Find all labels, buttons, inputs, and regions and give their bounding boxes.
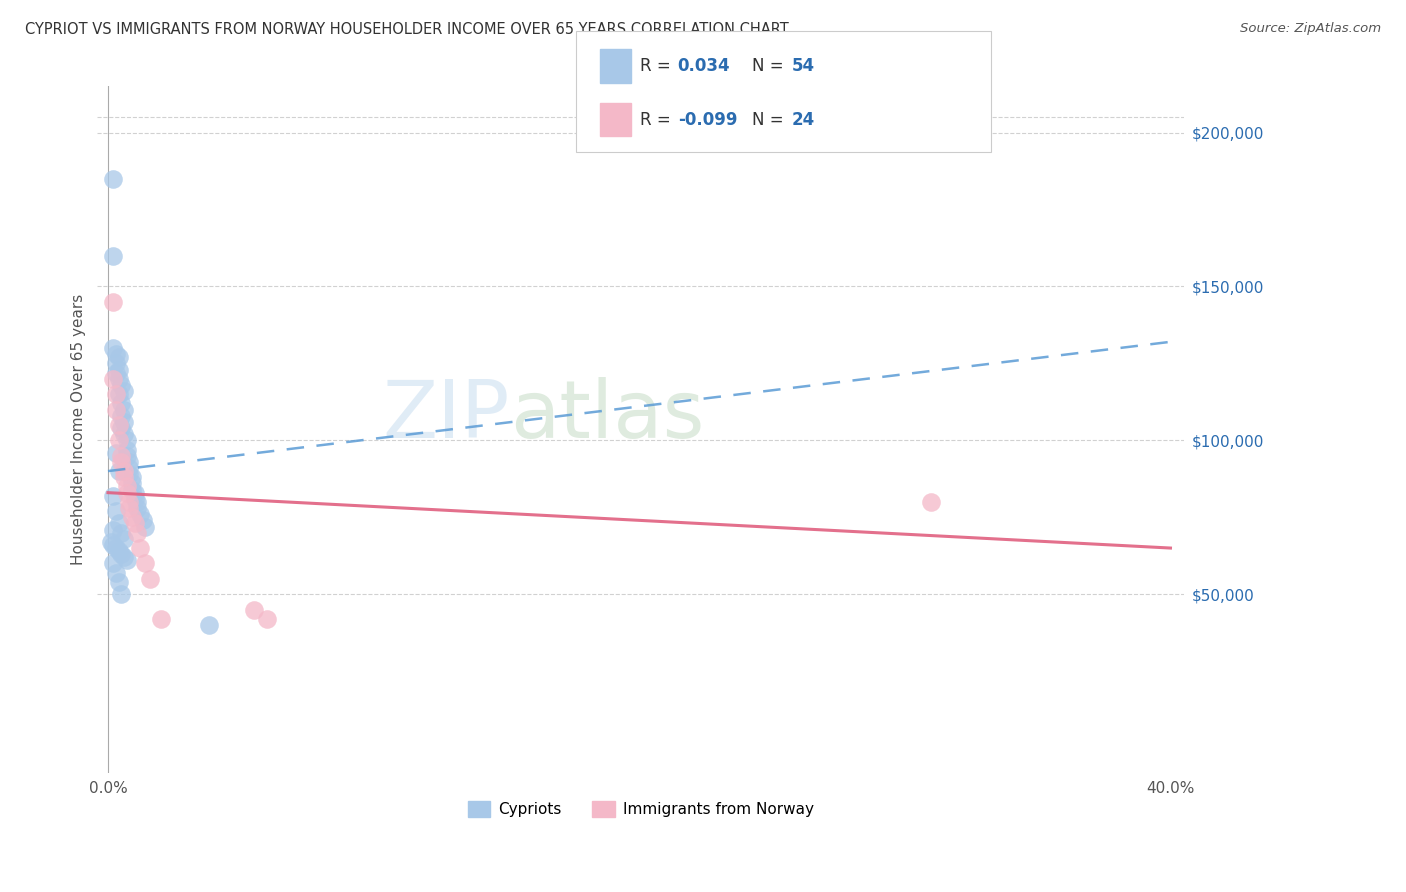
Point: [110, 525, 132, 540]
Point: [107, 434, 129, 448]
Point: [127, 501, 149, 516]
Point: [112, 415, 135, 429]
Point: [110, 455, 132, 469]
Point: [118, 455, 141, 469]
Point: [104, 387, 127, 401]
Point: [256, 612, 278, 626]
Point: [124, 516, 146, 531]
Point: [124, 491, 146, 506]
Point: [103, 249, 125, 263]
Point: [131, 513, 153, 527]
Point: [107, 350, 129, 364]
Text: Source: ZipAtlas.com: Source: ZipAtlas.com: [1240, 22, 1381, 36]
Point: [104, 356, 127, 370]
Point: [121, 470, 143, 484]
Point: [115, 479, 138, 493]
Point: [112, 464, 135, 478]
Point: [110, 409, 132, 423]
Point: [127, 525, 149, 540]
Point: [104, 445, 127, 459]
Point: [110, 449, 132, 463]
Point: [110, 587, 132, 601]
Point: [100, 535, 122, 549]
Text: 24: 24: [792, 111, 815, 128]
Point: [118, 467, 141, 482]
Point: [920, 495, 942, 509]
Point: [104, 366, 127, 380]
Point: [134, 519, 156, 533]
Text: ZIP: ZIP: [382, 376, 510, 455]
Point: [115, 442, 138, 457]
Point: [121, 476, 143, 491]
Text: CYPRIOT VS IMMIGRANTS FROM NORWAY HOUSEHOLDER INCOME OVER 65 YEARS CORRELATION C: CYPRIOT VS IMMIGRANTS FROM NORWAY HOUSEH…: [25, 22, 789, 37]
Point: [107, 544, 129, 558]
Point: [115, 434, 138, 448]
Point: [134, 557, 156, 571]
Legend: Cypriots, Immigrants from Norway: Cypriots, Immigrants from Norway: [461, 796, 820, 823]
Y-axis label: Householder Income Over 65 years: Householder Income Over 65 years: [72, 294, 86, 566]
Point: [107, 417, 129, 432]
Point: [103, 557, 125, 571]
Text: 0.034: 0.034: [678, 57, 730, 75]
Point: [104, 566, 127, 580]
Point: [198, 618, 221, 632]
Point: [115, 485, 138, 500]
Point: [127, 495, 149, 509]
Point: [110, 396, 132, 410]
Point: [103, 171, 125, 186]
Point: [103, 341, 125, 355]
Point: [107, 574, 129, 589]
Point: [115, 553, 138, 567]
Point: [104, 402, 127, 417]
Point: [118, 501, 141, 516]
Point: [112, 384, 135, 398]
Point: [107, 516, 129, 531]
Point: [104, 504, 127, 518]
Point: [150, 612, 173, 626]
Point: [118, 495, 141, 509]
Point: [103, 489, 125, 503]
Point: [118, 461, 141, 475]
Point: [112, 470, 135, 484]
Point: [107, 362, 129, 376]
Text: R =: R =: [640, 57, 671, 75]
Point: [128, 507, 150, 521]
Text: R =: R =: [640, 111, 671, 128]
Point: [103, 538, 125, 552]
Point: [112, 550, 135, 565]
Point: [124, 485, 146, 500]
Text: 54: 54: [792, 57, 814, 75]
Point: [107, 387, 129, 401]
Point: [107, 372, 129, 386]
Point: [110, 547, 132, 561]
Text: atlas: atlas: [510, 376, 704, 455]
Point: [107, 464, 129, 478]
Text: -0.099: -0.099: [678, 111, 737, 128]
Point: [112, 427, 135, 442]
Point: [104, 347, 127, 361]
Point: [103, 523, 125, 537]
Point: [243, 602, 266, 616]
Text: N =: N =: [752, 111, 783, 128]
Point: [104, 541, 127, 555]
Point: [103, 372, 125, 386]
Point: [110, 378, 132, 392]
Point: [115, 449, 138, 463]
Point: [121, 483, 143, 497]
Point: [112, 532, 135, 546]
Point: [110, 421, 132, 435]
Point: [128, 541, 150, 555]
Point: [112, 402, 135, 417]
Point: [139, 572, 162, 586]
Point: [121, 510, 143, 524]
Point: [103, 294, 125, 309]
Text: N =: N =: [752, 57, 783, 75]
